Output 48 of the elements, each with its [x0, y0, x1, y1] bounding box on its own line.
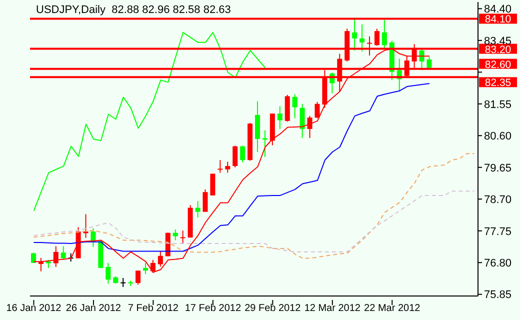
- chart-title: USDJPY,Daily 82.88 82.96 82.58 82.63: [36, 4, 231, 16]
- y-tick-label: 78.70: [484, 194, 512, 206]
- x-tick-label: 29 Feb 2012: [244, 303, 302, 314]
- line-series: [33, 32, 266, 212]
- y-tick-label: 76.80: [484, 257, 512, 270]
- candlestick: [314, 101, 320, 119]
- ref-line-label: 82.35: [484, 77, 512, 90]
- candlestick: [60, 246, 66, 260]
- candlestick: [225, 161, 230, 174]
- candlestick: [232, 145, 238, 168]
- y-tick-label: 75.85: [484, 289, 512, 302]
- candlestick: [382, 20, 387, 49]
- candlestick: [240, 145, 246, 163]
- line-series: [33, 190, 475, 252]
- candlestick: [300, 103, 305, 138]
- x-tick-label: 22 Mar 2012: [364, 303, 421, 314]
- candlestick: [120, 277, 126, 288]
- candlestick: [307, 115, 312, 138]
- x-tick-label: 26 Jan 2012: [66, 303, 122, 314]
- candlestick: [277, 106, 282, 130]
- candlestick: [218, 160, 223, 174]
- line-series: [33, 153, 475, 259]
- y-tick-label: 80.60: [484, 130, 512, 143]
- x-tick-label: 7 Feb 2012: [128, 303, 179, 314]
- x-tick-label: 12 Mar 2012: [304, 303, 361, 314]
- candlestick: [210, 173, 216, 196]
- ref-line-label: 84.10: [484, 14, 512, 26]
- candlestick: [360, 24, 365, 52]
- x-tick-label: 17 Feb 2012: [184, 303, 242, 314]
- candlestick: [180, 230, 186, 244]
- candlestick: [136, 270, 141, 286]
- candlestick: [292, 94, 298, 119]
- y-tick-label: 77.75: [484, 226, 512, 238]
- candlestick: [195, 200, 200, 218]
- ref-line-label: 82.60: [484, 58, 512, 71]
- x-tick-label: 16 Jan 2012: [6, 303, 62, 314]
- line-series: [33, 83, 430, 252]
- candlestick: [172, 229, 178, 241]
- candlestick: [106, 262, 111, 284]
- candlestick: [352, 17, 358, 51]
- y-tick-label: 81.55: [484, 98, 512, 111]
- candlestick: [202, 188, 208, 212]
- candlestick: [143, 262, 148, 274]
- candlestick: [158, 250, 163, 268]
- candlestick: [53, 246, 58, 268]
- y-tick-label: 84.40: [484, 4, 512, 16]
- y-tick-label: 79.65: [484, 162, 512, 174]
- candlestick: [374, 28, 380, 46]
